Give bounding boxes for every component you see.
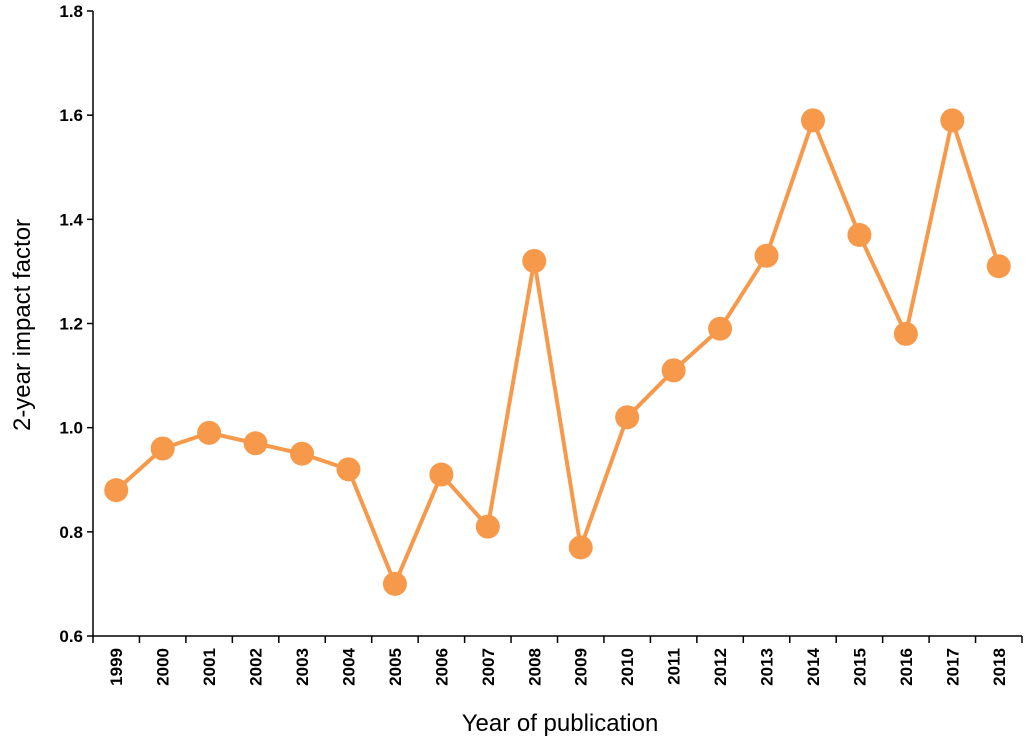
x-axis-title: Year of publication: [462, 710, 659, 737]
y-tick-label: 1.2: [59, 315, 83, 334]
data-point: [382, 571, 407, 596]
data-point: [290, 441, 315, 466]
data-point: [615, 405, 640, 430]
x-tick-label: 2017: [943, 648, 962, 686]
data-point: [475, 514, 500, 539]
x-tick-label: 2006: [432, 648, 451, 686]
y-tick-label: 1.8: [59, 2, 83, 21]
x-tick-label: 1999: [107, 648, 126, 686]
x-tick-label: 2007: [479, 648, 498, 686]
data-point: [940, 108, 965, 133]
y-tick-label: 1.0: [59, 419, 83, 438]
x-tick-label: 2005: [386, 648, 405, 686]
x-axis: 1999 2000 2001 2002 2003 2004 2005 2006 2007 2008…: [92, 635, 1023, 686]
x-tick-label: 2018: [990, 648, 1009, 686]
x-tick-label: 2016: [897, 648, 916, 686]
x-tick-label: 2012: [711, 648, 730, 686]
data-point: [986, 254, 1011, 279]
y-tick-label: 1.4: [59, 210, 83, 229]
data-point: [429, 462, 454, 487]
x-tick-label: 2010: [618, 648, 637, 686]
x-tick-label: 2004: [339, 647, 358, 685]
x-tick-label: 2002: [247, 648, 266, 686]
x-tick-label: 2001: [200, 648, 219, 686]
data-point: [336, 457, 361, 482]
x-tick-label: 2011: [665, 648, 684, 685]
series: [104, 108, 1011, 596]
data-point: [800, 108, 825, 133]
data-point: [661, 358, 686, 383]
data-point: [847, 222, 872, 247]
data-point: [104, 478, 129, 503]
y-tick-label: 1.6: [59, 106, 83, 125]
series-line: [114, 118, 1001, 586]
x-tick-label: 2014: [804, 647, 823, 685]
x-tick-label: 2000: [154, 648, 173, 686]
x-tick-label: 2009: [572, 648, 591, 686]
data-point: [708, 316, 733, 341]
x-tick-label: 2013: [758, 648, 777, 686]
data-point: [150, 436, 175, 461]
data-point: [893, 321, 918, 346]
x-tick-label: 2003: [293, 648, 312, 686]
y-tick-label: 0.8: [59, 523, 83, 542]
data-point: [754, 243, 779, 268]
y-axis-title: 2-year impact factor: [9, 219, 36, 431]
x-tick-label: 2015: [850, 648, 869, 686]
y-tick-label: 0.6: [59, 627, 83, 646]
data-point: [522, 249, 547, 273]
data-point: [243, 431, 268, 456]
data-point: [568, 535, 593, 560]
data-point: [197, 420, 222, 445]
x-tick-label: 2008: [525, 648, 544, 686]
y-axis: 0.6 0.8 1.0 1.2 1.4 1.6 1.8: [59, 2, 94, 646]
